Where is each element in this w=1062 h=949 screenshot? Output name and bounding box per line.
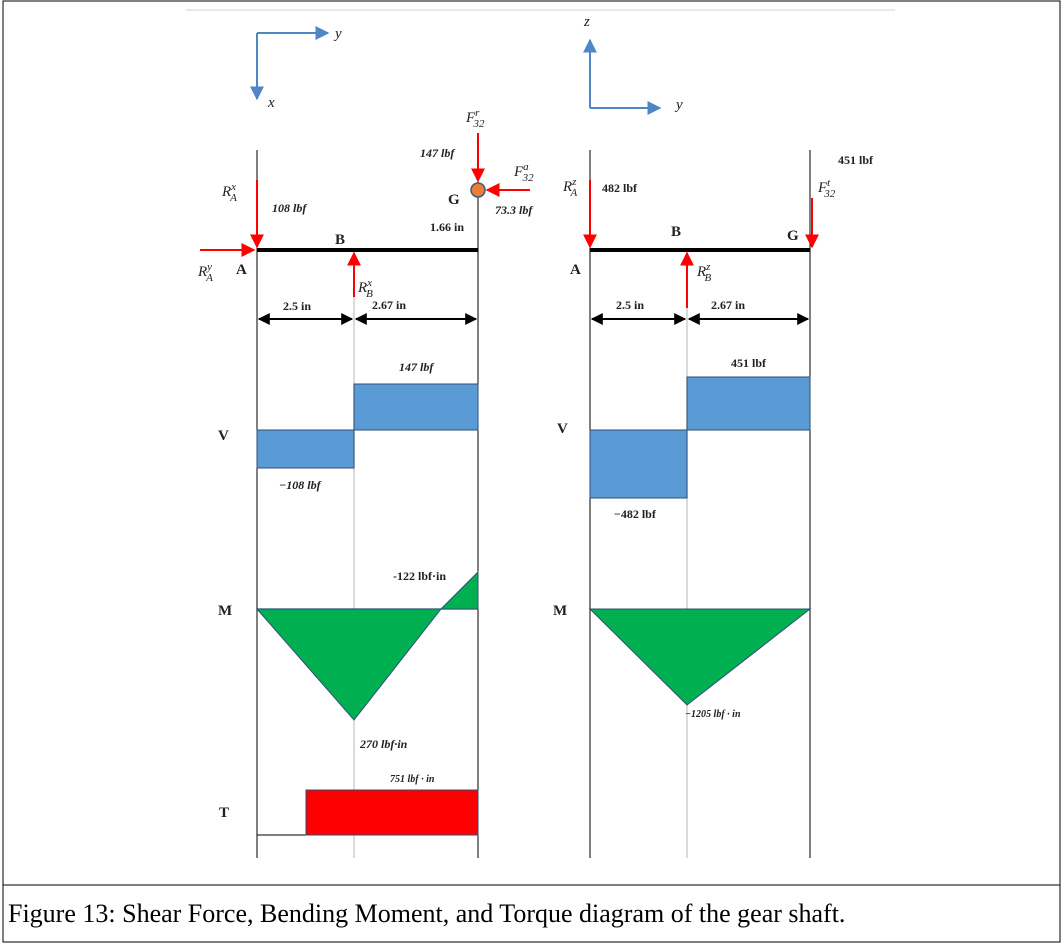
left-V-neg: −108 lbf: [279, 478, 322, 492]
right-Ft-symbol: Ft 32: [817, 177, 836, 200]
left-Fr-value: 147 lbf: [420, 146, 455, 160]
left-gear-icon: [470, 182, 486, 198]
right-RAz-value: 482 lbf: [602, 181, 638, 195]
right-axis-y-label: y: [674, 97, 683, 113]
right-RBz-symbol: Rz B: [696, 261, 711, 284]
left-moment-end: [439, 570, 479, 610]
left-Fr-symbol: Fr 32: [465, 107, 485, 130]
left-point-A: A: [236, 262, 247, 278]
right-V-neg: −482 lbf: [614, 507, 657, 521]
left-RAx-symbol: Rx A: [221, 181, 237, 204]
right-shear-neg: [589, 429, 688, 499]
right-shear-pos: [686, 376, 811, 431]
left-dim-BG-label: 2.67 in: [372, 298, 406, 312]
right-axis-z-label: z: [583, 14, 590, 30]
right-Ft-value: 451 lbf: [838, 153, 874, 167]
right-dim-AB-label: 2.5 in: [616, 298, 644, 312]
left-M-min: 270 lbf·in: [359, 737, 408, 751]
left-Fa-value: 73.3 lbf: [495, 203, 533, 217]
left-RAy-symbol: Ry A: [197, 261, 213, 284]
right-M-min: −1205 lbf · in: [685, 709, 741, 720]
right-point-B: B: [671, 224, 681, 240]
left-dim-AB-label: 2.5 in: [283, 299, 311, 313]
left-T-label: T: [219, 805, 229, 821]
left-diagram: y x B A G Rx A 108 lbf Ry A Rx B Fr 32 147 l…: [197, 26, 534, 858]
right-diagram: z y B A G Rz A 482 lbf Rz B Ft 32 451 lbf 2…: [553, 14, 874, 858]
left-RBx-symbol: Rx B: [357, 277, 373, 300]
right-dim-BG-label: 2.67 in: [711, 298, 745, 312]
right-V-pos: 451 lbf: [731, 356, 767, 370]
right-RAz-symbol: Rz A: [562, 176, 577, 199]
left-RAx-value: 108 lbf: [272, 201, 307, 215]
left-T-value: 751 lbf · in: [390, 774, 435, 785]
right-V-label: V: [557, 421, 568, 437]
left-shear-pos: [353, 383, 479, 431]
left-torque-bar: [305, 789, 479, 836]
right-point-G: G: [787, 228, 799, 244]
left-radius-label: 1.66 in: [430, 220, 464, 234]
figure-caption: Figure 13: Shear Force, Bending Moment, …: [8, 899, 845, 928]
right-M-label: M: [553, 603, 567, 619]
left-moment-triangle: [255, 608, 443, 721]
right-moment-triangle: [588, 608, 812, 706]
left-axis-y-label: y: [333, 26, 342, 42]
left-M-label: M: [218, 603, 232, 619]
left-V-label: V: [218, 428, 229, 444]
left-V-pos: 147 lbf: [399, 360, 434, 374]
right-point-A: A: [570, 262, 581, 278]
left-Fa-symbol: Fa 32: [513, 161, 534, 184]
left-axis-x-label: x: [267, 95, 275, 111]
left-point-B: B: [335, 232, 345, 248]
left-M-end: -122 lbf·in: [393, 569, 446, 583]
left-shear-neg: [256, 429, 355, 469]
left-point-G: G: [448, 192, 460, 208]
